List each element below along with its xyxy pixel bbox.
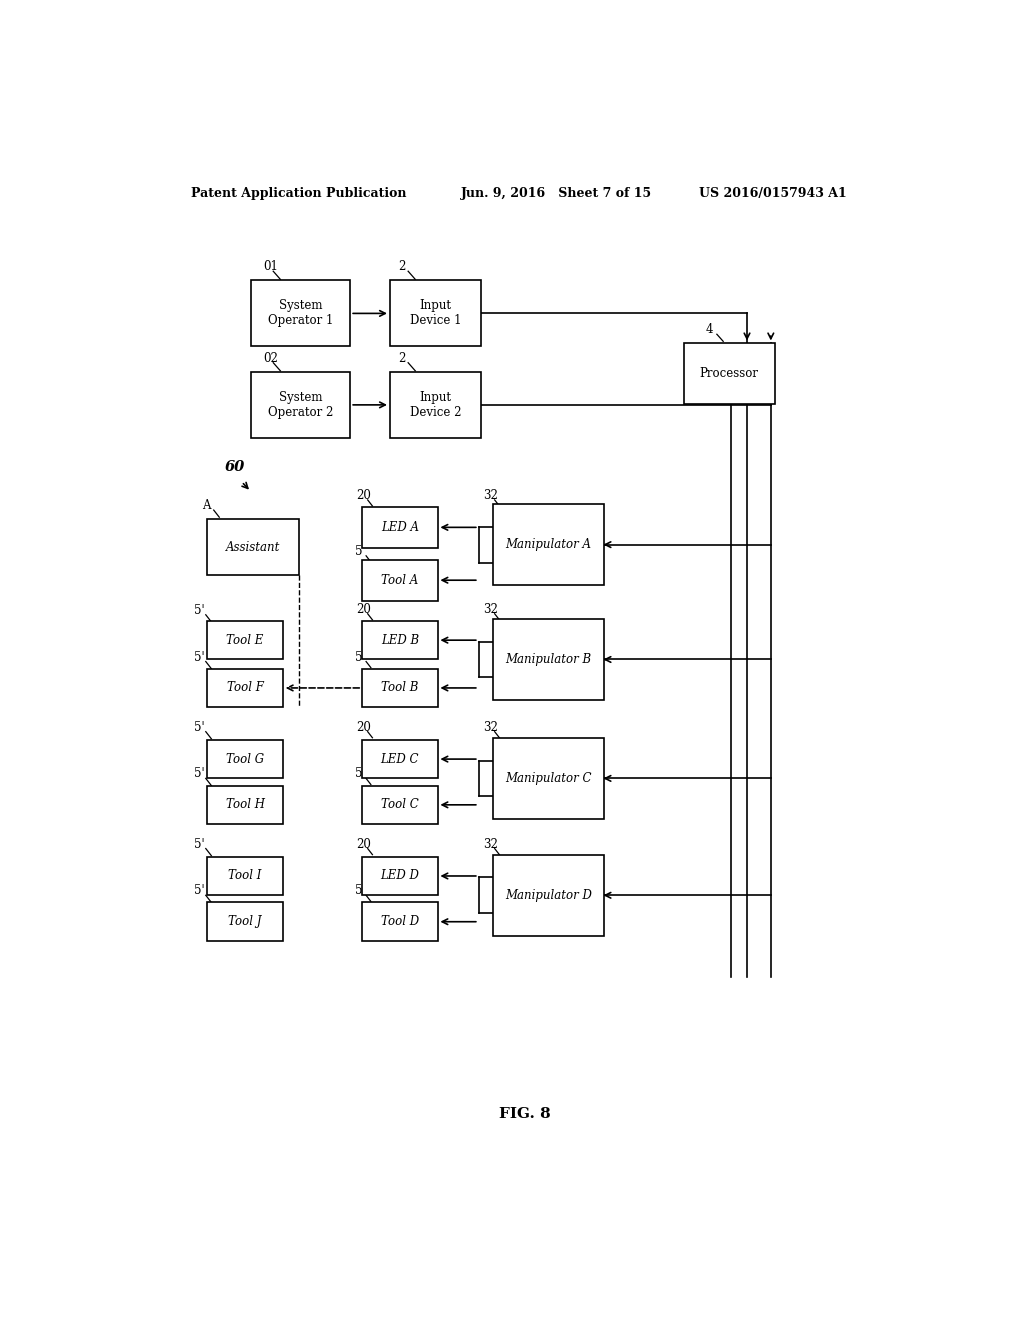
Text: 20: 20: [356, 603, 372, 615]
Text: LED D: LED D: [380, 870, 419, 883]
Bar: [362, 507, 437, 548]
Text: 20: 20: [356, 837, 372, 850]
Text: 02: 02: [263, 351, 278, 364]
Text: Tool G: Tool G: [226, 752, 264, 766]
Text: 60: 60: [225, 461, 245, 474]
Text: System
Operator 1: System Operator 1: [268, 300, 333, 327]
Text: Input
Device 1: Input Device 1: [410, 300, 461, 327]
Text: Patent Application Publication: Patent Application Publication: [191, 187, 407, 201]
Bar: [362, 857, 437, 895]
Text: 20: 20: [356, 488, 372, 502]
Text: 2: 2: [397, 260, 406, 273]
Text: 32: 32: [483, 603, 499, 615]
Bar: [390, 280, 481, 346]
Bar: [494, 854, 604, 936]
Bar: [207, 519, 299, 576]
Bar: [362, 669, 437, 708]
Text: 01: 01: [263, 260, 278, 273]
Bar: [207, 620, 283, 660]
Text: 32: 32: [483, 721, 499, 734]
Bar: [207, 669, 283, 708]
Bar: [362, 739, 437, 779]
Bar: [251, 280, 350, 346]
Text: 4: 4: [706, 323, 714, 337]
Text: Tool A: Tool A: [381, 574, 419, 586]
Bar: [207, 903, 283, 941]
Text: US 2016/0157943 A1: US 2016/0157943 A1: [699, 187, 847, 201]
Text: 32: 32: [483, 837, 499, 850]
Text: 5: 5: [355, 545, 362, 558]
Text: Tool J: Tool J: [228, 915, 262, 928]
Text: LED A: LED A: [381, 521, 419, 533]
Text: LED C: LED C: [381, 752, 419, 766]
Bar: [684, 343, 775, 404]
Text: Assistant: Assistant: [226, 541, 281, 553]
Text: Tool F: Tool F: [226, 681, 263, 694]
Text: Tool B: Tool B: [381, 681, 419, 694]
Text: 5: 5: [355, 651, 362, 664]
Text: 5': 5': [194, 603, 205, 616]
Bar: [390, 372, 481, 438]
Text: 5': 5': [194, 721, 205, 734]
Text: Manipulator D: Manipulator D: [505, 888, 592, 902]
Text: 5': 5': [194, 884, 205, 898]
Text: 32: 32: [483, 488, 499, 502]
Text: 5: 5: [355, 767, 362, 780]
Bar: [494, 619, 604, 700]
Bar: [251, 372, 350, 438]
Bar: [207, 739, 283, 779]
Text: Manipulator A: Manipulator A: [506, 539, 592, 552]
Bar: [207, 785, 283, 824]
Text: Processor: Processor: [699, 367, 759, 380]
Bar: [207, 857, 283, 895]
Text: System
Operator 2: System Operator 2: [268, 391, 333, 418]
Text: Tool D: Tool D: [381, 915, 419, 928]
Text: 5': 5': [194, 837, 205, 850]
Bar: [362, 903, 437, 941]
Text: 5': 5': [194, 767, 205, 780]
Text: Tool I: Tool I: [228, 870, 262, 883]
Bar: [494, 738, 604, 818]
Bar: [494, 504, 604, 585]
Text: FIG. 8: FIG. 8: [499, 1106, 551, 1121]
Bar: [362, 785, 437, 824]
Text: Manipulator C: Manipulator C: [506, 772, 592, 785]
Text: Tool C: Tool C: [381, 799, 419, 812]
Text: 5': 5': [194, 651, 205, 664]
Bar: [362, 560, 437, 601]
Text: 20: 20: [356, 721, 372, 734]
Text: 5: 5: [355, 884, 362, 898]
Text: Tool E: Tool E: [226, 634, 264, 647]
Text: Jun. 9, 2016   Sheet 7 of 15: Jun. 9, 2016 Sheet 7 of 15: [461, 187, 652, 201]
Text: LED B: LED B: [381, 634, 419, 647]
Text: Manipulator B: Manipulator B: [506, 653, 592, 667]
Bar: [362, 620, 437, 660]
Text: Input
Device 2: Input Device 2: [410, 391, 461, 418]
Text: A: A: [202, 499, 210, 512]
Text: Tool H: Tool H: [225, 799, 264, 812]
Text: 2: 2: [397, 351, 406, 364]
